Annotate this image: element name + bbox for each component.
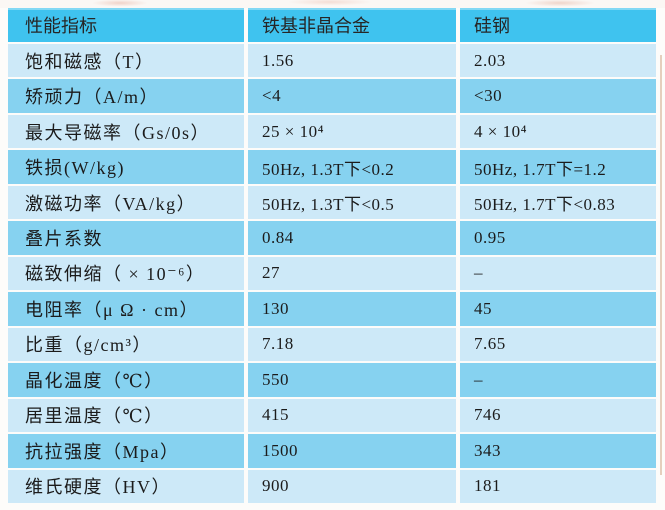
amorphous-value: 50Hz, 1.3T下<0.2 [248, 150, 456, 184]
silicon-steel-value: – [460, 363, 656, 397]
row-label: 抗拉强度（Mpa） [8, 434, 244, 468]
silicon-steel-value: – [460, 256, 656, 291]
silicon-steel-value: 2.03 [460, 44, 656, 78]
silicon-steel-value: 4 × 10⁴ [460, 114, 656, 149]
amorphous-value: 25 × 10⁴ [248, 114, 456, 149]
silicon-steel-value: 50Hz, 1.7T下<0.83 [460, 185, 656, 220]
silicon-steel-value: 181 [460, 469, 656, 503]
row-label: 最大导磁率（Gs/0s） [8, 114, 244, 149]
row-label: 居里温度（℃） [8, 398, 244, 433]
row-label: 激磁功率（VA/kg） [8, 185, 244, 220]
amorphous-value: 7.18 [248, 327, 456, 362]
silicon-steel-value: 50Hz, 1.7T下=1.2 [460, 150, 656, 184]
silicon-steel-value: 746 [460, 398, 656, 433]
silicon-steel-value: 45 [460, 292, 656, 326]
row-label: 磁致伸缩（ × 10⁻⁶） [8, 256, 244, 291]
column-header-amorphous: 铁基非晶合金 [248, 8, 456, 42]
row-label: 铁损(W/kg) [8, 150, 244, 184]
material-properties-table: 性能指标 铁基非晶合金 硅钢 饱和磁感（T） 1.56 2.03 矫顽力（A/m… [8, 8, 656, 503]
row-label: 电阻率（μ Ω · cm） [8, 292, 244, 326]
amorphous-value: 900 [248, 469, 456, 503]
row-label: 维氏硬度（HV） [8, 469, 244, 503]
silicon-steel-value: 0.95 [460, 221, 656, 255]
amorphous-value: 0.84 [248, 221, 456, 255]
row-label: 矫顽力（A/m） [8, 79, 244, 113]
amorphous-value: 415 [248, 398, 456, 433]
amorphous-value: <4 [248, 79, 456, 113]
row-label: 晶化温度（℃） [8, 363, 244, 397]
row-label: 比重（g/cm³） [8, 327, 244, 362]
silicon-steel-value: <30 [460, 79, 656, 113]
amorphous-value: 550 [248, 363, 456, 397]
amorphous-value: 27 [248, 256, 456, 291]
silicon-steel-value: 7.65 [460, 327, 656, 362]
amorphous-value: 1500 [248, 434, 456, 468]
row-label: 叠片系数 [8, 221, 244, 255]
amorphous-value: 1.56 [248, 44, 456, 78]
amorphous-value: 130 [248, 292, 456, 326]
column-header-property: 性能指标 [8, 8, 244, 42]
amorphous-value: 50Hz, 1.3T下<0.5 [248, 185, 456, 220]
silicon-steel-value: 343 [460, 434, 656, 468]
column-header-silicon-steel: 硅钢 [460, 8, 656, 42]
row-label: 饱和磁感（T） [8, 44, 244, 78]
scan-edge-artifact [660, 55, 662, 475]
